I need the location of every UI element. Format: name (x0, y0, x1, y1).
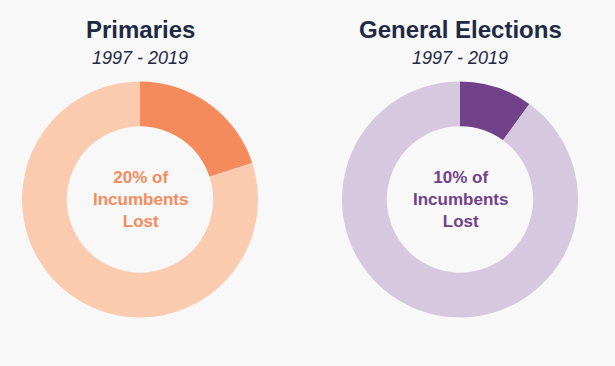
svg-text:10% ofIncumbentsLost: 10% ofIncumbentsLost (413, 168, 508, 231)
svg-text:1997 - 2019: 1997 - 2019 (92, 48, 188, 68)
svg-text:1997 - 2019: 1997 - 2019 (412, 48, 508, 68)
svg-text:Primaries: Primaries (86, 16, 195, 43)
svg-text:20% ofIncumbentsLost: 20% ofIncumbentsLost (93, 168, 188, 231)
svg-text:General Elections: General Elections (359, 16, 562, 43)
